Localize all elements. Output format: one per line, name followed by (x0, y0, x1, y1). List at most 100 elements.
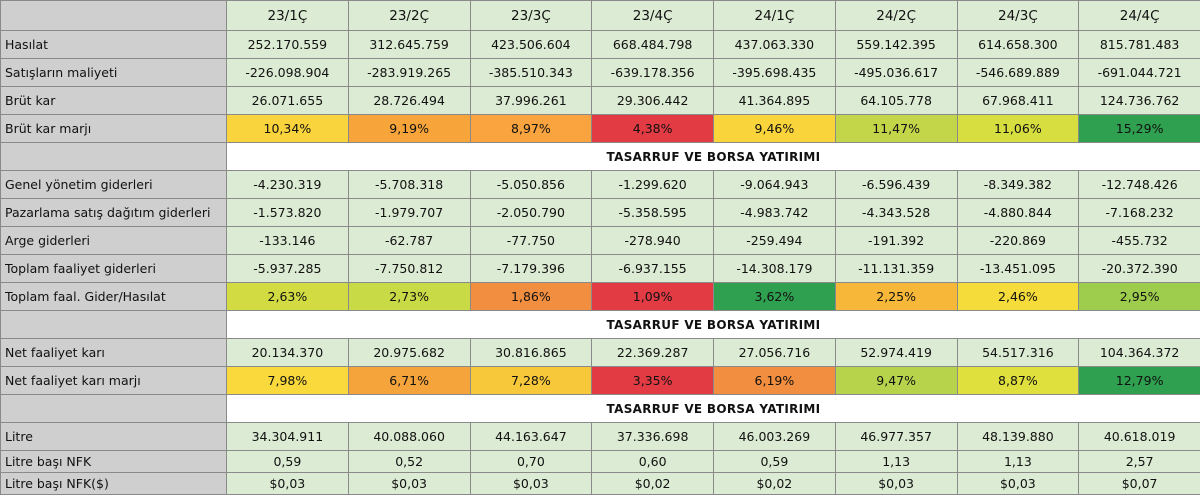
table-cell: -9.064.943 (714, 171, 836, 199)
table-cell: 27.056.716 (714, 339, 836, 367)
section-banner: TASARRUF VE BORSA YATIRIMI (227, 311, 1200, 339)
table-cell: 37.996.261 (470, 87, 593, 115)
table-cell: -4.983.742 (714, 199, 836, 227)
table-cell: -546.689.889 (957, 59, 1080, 87)
table-cell: 2,95% (1079, 283, 1200, 311)
table-cell: 6,19% (714, 367, 836, 395)
corner-cell (1, 1, 227, 31)
row-label: Toplam faaliyet giderleri (1, 255, 227, 283)
table-cell: -13.451.095 (957, 255, 1080, 283)
column-header: 24/2Ç (835, 1, 958, 31)
table-cell: 11,06% (957, 115, 1080, 143)
table-cell: 0,59 (227, 451, 349, 473)
table-cell: 252.170.559 (227, 31, 349, 59)
table-cell: 48.139.880 (957, 423, 1080, 451)
table-cell: -455.732 (1079, 227, 1200, 255)
table-cell: 3,35% (592, 367, 714, 395)
table-cell: -7.168.232 (1079, 199, 1200, 227)
table-cell: 9,19% (348, 115, 471, 143)
table-cell: 0,59 (714, 451, 836, 473)
row-label: Toplam faal. Gider/Hasılat (1, 283, 227, 311)
table-cell: -259.494 (714, 227, 836, 255)
table-cell: -7.179.396 (470, 255, 593, 283)
table-cell: 1,13 (835, 451, 958, 473)
table-cell: $0,03 (957, 473, 1080, 495)
column-header: 24/3Ç (957, 1, 1080, 31)
row-label: Litre (1, 423, 227, 451)
table-cell: 668.484.798 (592, 31, 714, 59)
table-cell: -6.937.155 (592, 255, 714, 283)
table-cell: 20.975.682 (348, 339, 471, 367)
table-cell: 104.364.372 (1079, 339, 1200, 367)
table-cell: -14.308.179 (714, 255, 836, 283)
table-cell: -495.036.617 (835, 59, 958, 87)
table-cell: -691.044.721 (1079, 59, 1200, 87)
table-cell: 46.977.357 (835, 423, 958, 451)
table-cell: 34.304.911 (227, 423, 349, 451)
table-cell: 40.088.060 (348, 423, 471, 451)
table-cell: -4.343.528 (835, 199, 958, 227)
column-header: 23/1Ç (227, 1, 349, 31)
table-cell: 64.105.778 (835, 87, 958, 115)
table-cell: 20.134.370 (227, 339, 349, 367)
table-cell: 8,97% (470, 115, 593, 143)
table-cell: 2,73% (348, 283, 471, 311)
table-cell: 2,46% (957, 283, 1080, 311)
table-cell: -8.349.382 (957, 171, 1080, 199)
table-cell: 46.003.269 (714, 423, 836, 451)
table-cell: 423.506.604 (470, 31, 593, 59)
table-cell: 9,46% (714, 115, 836, 143)
table-cell: -11.131.359 (835, 255, 958, 283)
table-cell: -133.146 (227, 227, 349, 255)
banner-label-cell (1, 311, 227, 339)
row-label: Satışların maliyeti (1, 59, 227, 87)
table-cell: -395.698.435 (714, 59, 836, 87)
table-cell: 10,34% (227, 115, 349, 143)
table-cell: 0,60 (592, 451, 714, 473)
table-cell: -385.510.343 (470, 59, 593, 87)
table-cell: -20.372.390 (1079, 255, 1200, 283)
row-label: Net faaliyet karı (1, 339, 227, 367)
table-cell: 7,28% (470, 367, 593, 395)
table-cell: 6,71% (348, 367, 471, 395)
row-label: Genel yönetim giderleri (1, 171, 227, 199)
table-cell: $0,03 (470, 473, 593, 495)
table-cell: -12.748.426 (1079, 171, 1200, 199)
table-cell: -4.230.319 (227, 171, 349, 199)
table-cell: 15,29% (1079, 115, 1200, 143)
table-cell: -278.940 (592, 227, 714, 255)
column-header: 23/2Ç (348, 1, 471, 31)
table-cell: -7.750.812 (348, 255, 471, 283)
column-header: 24/4Ç (1079, 1, 1200, 31)
table-cell: $0,03 (227, 473, 349, 495)
table-cell: 2,25% (835, 283, 958, 311)
table-cell: 52.974.419 (835, 339, 958, 367)
table-cell: 1,09% (592, 283, 714, 311)
section-banner: TASARRUF VE BORSA YATIRIMI (227, 143, 1200, 171)
table-cell: 11,47% (835, 115, 958, 143)
table-cell: $0,07 (1079, 473, 1200, 495)
table-cell: 29.306.442 (592, 87, 714, 115)
table-cell: 41.364.895 (714, 87, 836, 115)
table-cell: -220.869 (957, 227, 1080, 255)
table-cell: $0,03 (348, 473, 471, 495)
table-cell: -5.937.285 (227, 255, 349, 283)
table-cell: 9,47% (835, 367, 958, 395)
table-cell: $0,02 (714, 473, 836, 495)
table-cell: 2,63% (227, 283, 349, 311)
table-cell: -191.392 (835, 227, 958, 255)
row-label: Hasılat (1, 31, 227, 59)
table-cell: -639.178.356 (592, 59, 714, 87)
column-header: 23/3Ç (470, 1, 593, 31)
row-label: Pazarlama satış dağıtım giderleri (1, 199, 227, 227)
table-cell: 559.142.395 (835, 31, 958, 59)
table-cell: 1,86% (470, 283, 593, 311)
table-cell: 3,62% (714, 283, 836, 311)
table-cell: -2.050.790 (470, 199, 593, 227)
row-label: Brüt kar marjı (1, 115, 227, 143)
table-cell: -283.919.265 (348, 59, 471, 87)
table-cell: -1.979.707 (348, 199, 471, 227)
banner-label-cell (1, 395, 227, 423)
table-cell: 28.726.494 (348, 87, 471, 115)
